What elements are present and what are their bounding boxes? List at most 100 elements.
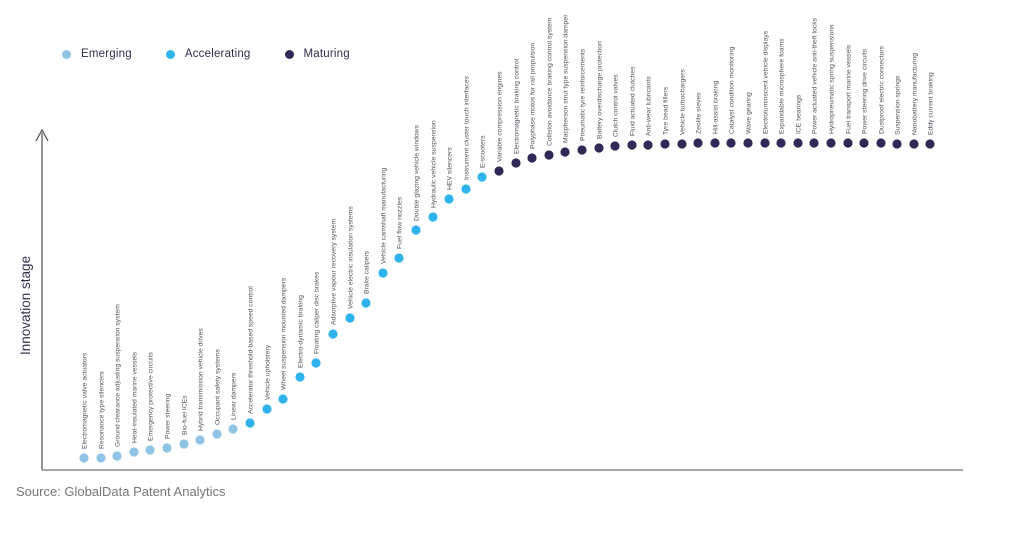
- data-point: [179, 439, 189, 449]
- data-point: [262, 404, 272, 414]
- data-point: [494, 166, 504, 176]
- data-point-label: Power actuated vehicle anti-theft locks: [812, 17, 819, 134]
- data-point-label: Instrument cluster touch interfaces: [464, 76, 471, 180]
- data-point-label: Linear dampers: [231, 372, 238, 420]
- data-point-label: Vehicle electric insulation systems: [348, 206, 355, 309]
- data-point: [743, 138, 753, 148]
- legend-label-emerging: Emerging: [81, 48, 132, 60]
- data-point: [444, 194, 454, 204]
- y-axis-title: Innovation stage: [18, 256, 33, 355]
- data-point: [544, 150, 554, 160]
- data-point: [627, 140, 637, 150]
- data-point-label: Hill-assist braking: [713, 81, 720, 134]
- data-point: [212, 429, 222, 439]
- data-point-label: Catalyst condition monitoring: [729, 47, 736, 134]
- data-point-label: Bio-fuel ICEs: [182, 395, 189, 435]
- data-point: [726, 138, 736, 148]
- data-point-label: Electroluminscent vehicle displays: [763, 30, 770, 134]
- data-point-label: Zeolite sieves: [696, 92, 703, 134]
- data-point-label: Electro-dynamic braking: [298, 295, 305, 368]
- data-point-label: Suspension springs: [895, 75, 902, 135]
- data-point: [660, 139, 670, 149]
- data-point-label: E-scooters: [480, 135, 487, 168]
- data-point: [162, 443, 172, 453]
- data-point-label: Power steering: [165, 393, 172, 439]
- data-point: [428, 212, 438, 222]
- data-point: [826, 138, 836, 148]
- legend-item-emerging: Emerging: [62, 48, 132, 60]
- data-point: [643, 140, 653, 150]
- data-point-label: Power steering drive circuits: [862, 48, 869, 134]
- data-point: [394, 253, 404, 263]
- data-point: [511, 158, 521, 168]
- legend: Emerging Accelerating Maturing: [62, 48, 350, 60]
- data-point: [909, 139, 919, 149]
- data-point: [594, 143, 604, 153]
- legend-item-maturing: Maturing: [284, 48, 350, 60]
- data-point: [843, 138, 853, 148]
- data-point: [278, 394, 288, 404]
- data-point: [96, 453, 106, 463]
- data-point-label: Expandable microsphere foams: [779, 38, 786, 134]
- data-point-label: ICE bearings: [796, 94, 803, 134]
- data-point-label: Accelerator threshold-based speed contro…: [248, 286, 255, 414]
- data-point-label: Wheel suspension mounted dampers: [281, 277, 288, 390]
- data-point-label: Fuel flow nozzles: [397, 196, 404, 249]
- data-point-label: Vehicle turbochargers: [680, 69, 687, 135]
- legend-label-accelerating: Accelerating: [184, 48, 251, 60]
- data-point-label: Double glazing vehicle windows: [414, 124, 421, 221]
- data-point-label: Floating caliper disc brakes: [314, 271, 321, 354]
- data-point-label: Anti-wear lubricants: [646, 76, 653, 136]
- data-point: [693, 138, 703, 148]
- data-point: [145, 445, 155, 455]
- data-point-label: Vehicle camshaft manufacturing: [381, 167, 388, 264]
- data-point: [892, 139, 902, 149]
- data-point: [560, 147, 570, 157]
- data-point: [295, 372, 305, 382]
- data-point: [378, 268, 388, 278]
- data-point-label: Occupant safety systems: [215, 348, 222, 425]
- maturing-dot-icon: [284, 49, 294, 59]
- data-point-label: Collision avoidance braking control syst…: [547, 17, 554, 146]
- data-point-label: Electromagnetic braking control: [514, 58, 521, 154]
- data-point-label: Brake calipers: [364, 250, 371, 294]
- data-point: [112, 451, 122, 461]
- source-caption: Source: GlobalData Patent Analytics: [16, 484, 226, 499]
- data-point-label: Heat-insulated marine vessels: [132, 351, 139, 443]
- data-point: [776, 138, 786, 148]
- data-point-label: Macpherson strut type suspension damper: [563, 14, 570, 143]
- data-point: [859, 138, 869, 148]
- data-point: [245, 418, 255, 428]
- data-point-label: Ground clearance adjusting suspension sy…: [115, 304, 122, 447]
- data-point-label: Fluid actuated clutches: [630, 66, 637, 136]
- data-point: [577, 145, 587, 155]
- data-point: [129, 447, 139, 457]
- data-point-label: Battery overdischarge protection: [597, 41, 604, 139]
- data-point: [876, 138, 886, 148]
- data-point: [925, 139, 935, 149]
- data-point: [311, 358, 321, 368]
- data-point-label: Clutch control valves: [613, 74, 620, 137]
- data-point: [527, 153, 537, 163]
- data-point-label: Electromagnetic valve actuators: [82, 352, 89, 449]
- legend-item-accelerating: Accelerating: [165, 48, 251, 60]
- data-point-label: Wave gearing: [746, 92, 753, 134]
- data-point-label: Fuel transport marine vessels: [846, 44, 853, 134]
- data-point: [710, 138, 720, 148]
- emerging-dot-icon: [62, 49, 71, 59]
- data-point: [79, 453, 89, 463]
- data-point: [328, 329, 338, 339]
- data-point-label: Vehicle upholstery: [265, 344, 272, 400]
- data-point: [809, 138, 819, 148]
- data-point-label: Eddy current braking: [928, 72, 935, 135]
- data-point-label: Tyre bead fillers: [663, 86, 670, 135]
- data-point-label: Hybrid transmission vehicle drives: [198, 328, 205, 431]
- data-point: [228, 424, 238, 434]
- accelerating-dot-icon: [165, 49, 175, 59]
- data-point-label: Emergency protective circuits: [148, 352, 155, 441]
- data-point: [345, 313, 355, 323]
- data-point: [461, 184, 471, 194]
- data-point: [677, 139, 687, 149]
- data-point-label: Variable compression engines: [497, 71, 504, 162]
